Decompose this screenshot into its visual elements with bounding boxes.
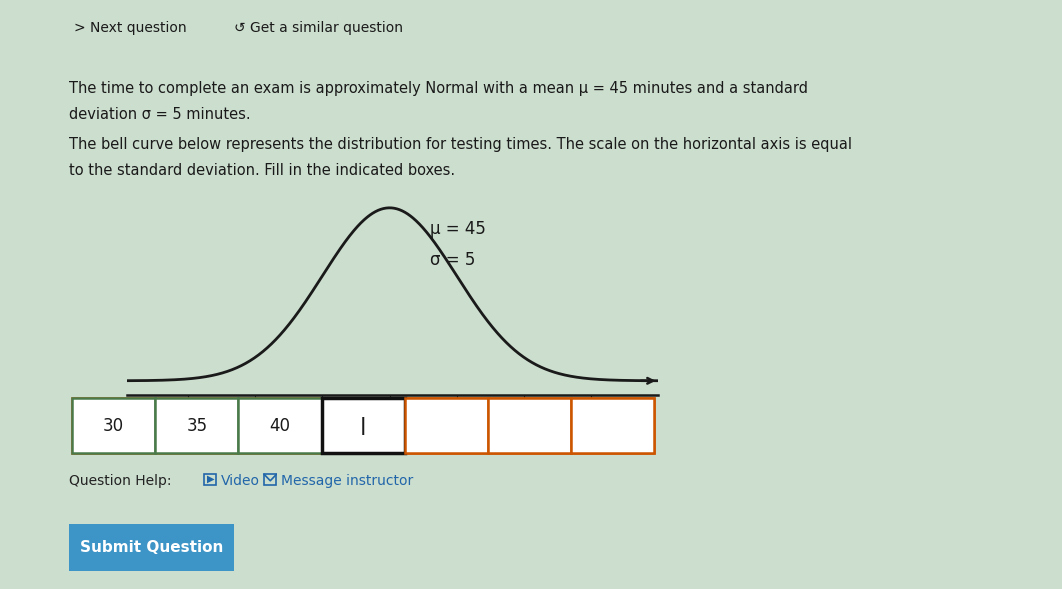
- FancyBboxPatch shape: [487, 398, 571, 454]
- Text: to the standard deviation. Fill in the indicated boxes.: to the standard deviation. Fill in the i…: [69, 163, 456, 177]
- FancyBboxPatch shape: [155, 398, 238, 454]
- Text: Submit Question: Submit Question: [80, 540, 223, 555]
- FancyBboxPatch shape: [72, 398, 155, 454]
- Text: > Next question: > Next question: [74, 21, 187, 35]
- Text: The time to complete an exam is approximately Normal with a mean μ = 45 minutes : The time to complete an exam is approxim…: [69, 81, 808, 96]
- Text: deviation σ = 5 minutes.: deviation σ = 5 minutes.: [69, 107, 251, 122]
- FancyBboxPatch shape: [322, 398, 405, 454]
- Polygon shape: [207, 475, 215, 484]
- Text: σ = 5: σ = 5: [430, 251, 476, 269]
- FancyBboxPatch shape: [571, 398, 654, 454]
- FancyBboxPatch shape: [238, 398, 322, 454]
- Text: 40: 40: [270, 416, 290, 435]
- Text: |: |: [360, 416, 366, 435]
- Text: 35: 35: [186, 416, 207, 435]
- Text: μ = 45: μ = 45: [430, 220, 485, 238]
- FancyBboxPatch shape: [405, 398, 487, 454]
- Text: 30: 30: [103, 416, 124, 435]
- FancyBboxPatch shape: [63, 522, 240, 573]
- Text: Message instructor: Message instructor: [281, 474, 414, 488]
- Text: The bell curve below represents the distribution for testing times. The scale on: The bell curve below represents the dist…: [69, 137, 852, 151]
- Text: Video: Video: [221, 474, 260, 488]
- Text: Question Help:: Question Help:: [69, 474, 172, 488]
- Text: ↺ Get a similar question: ↺ Get a similar question: [234, 21, 402, 35]
